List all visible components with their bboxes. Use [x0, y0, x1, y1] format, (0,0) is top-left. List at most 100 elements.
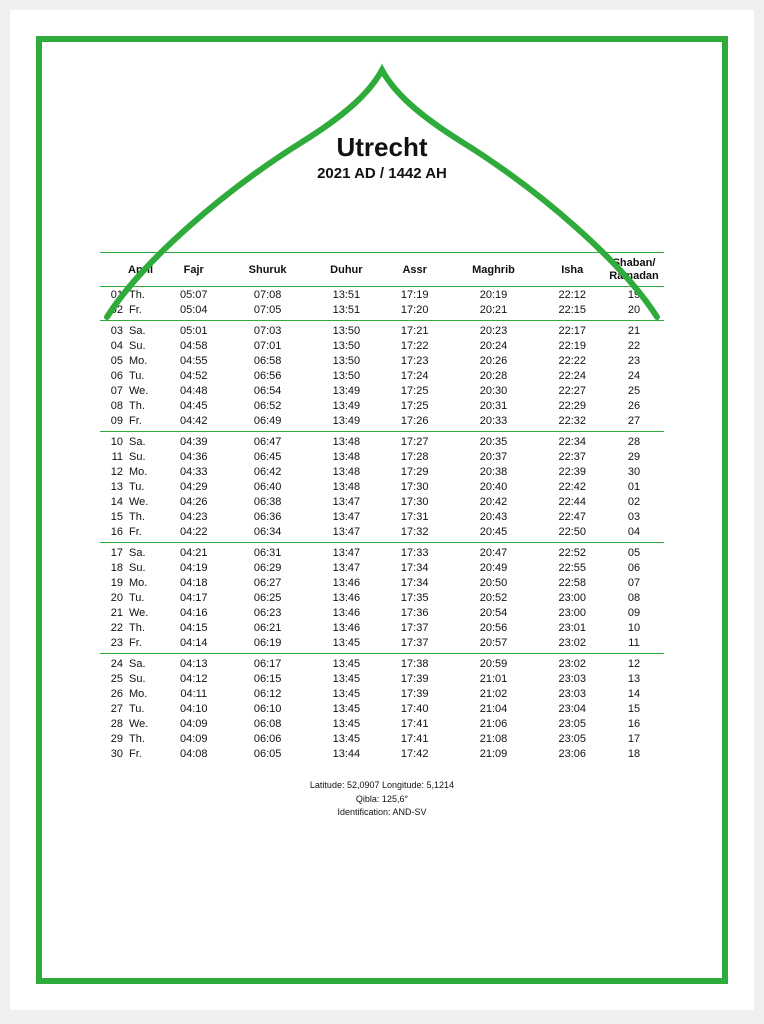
table-cell: 22:50 — [541, 524, 604, 542]
table-cell: 06:12 — [225, 686, 309, 701]
table-cell: 20:40 — [446, 479, 540, 494]
table-cell: 22:37 — [541, 449, 604, 464]
table-row: 13Tu.04:2906:4013:4817:3020:4022:4201 — [100, 479, 664, 494]
table-cell: 19 — [604, 287, 664, 303]
table-cell: 22:22 — [541, 353, 604, 368]
table-cell: 06:21 — [225, 620, 309, 635]
table-cell: 02 — [100, 302, 126, 320]
table-cell: Sa. — [126, 542, 162, 560]
table-cell: 18 — [100, 560, 126, 575]
table-cell: 21:04 — [446, 701, 540, 716]
table-cell: 15 — [100, 509, 126, 524]
footer: Latitude: 52,0907 Longitude: 5,1214 Qibl… — [82, 779, 682, 820]
table-cell: 13:46 — [310, 590, 383, 605]
table-cell: 04:55 — [162, 353, 225, 368]
table-cell: 04:13 — [162, 653, 225, 671]
table-cell: 23:05 — [541, 731, 604, 746]
table-cell: 09 — [100, 413, 126, 431]
table-cell: Fr. — [126, 413, 162, 431]
table-cell: 20:56 — [446, 620, 540, 635]
document-page: Utrecht 2021 AD / 1442 AH April Fajr Shu… — [10, 10, 754, 1010]
table-cell: 17:32 — [383, 524, 446, 542]
table-cell: Mo. — [126, 353, 162, 368]
table-cell: Tu. — [126, 368, 162, 383]
table-cell: 05 — [100, 353, 126, 368]
table-cell: 23:02 — [541, 653, 604, 671]
table-cell: 24 — [604, 368, 664, 383]
table-cell: 13:45 — [310, 635, 383, 653]
table-cell: 04:22 — [162, 524, 225, 542]
table-cell: 05:04 — [162, 302, 225, 320]
table-cell: 21 — [100, 605, 126, 620]
table-cell: 06:34 — [225, 524, 309, 542]
table-cell: 20:47 — [446, 542, 540, 560]
table-cell: 07:03 — [225, 320, 309, 338]
table-cell: 17:28 — [383, 449, 446, 464]
table-cell: 05 — [604, 542, 664, 560]
table-cell: 10 — [604, 620, 664, 635]
table-cell: 07 — [604, 575, 664, 590]
table-cell: 04:11 — [162, 686, 225, 701]
table-cell: 13:49 — [310, 383, 383, 398]
table-cell: 17:24 — [383, 368, 446, 383]
table-cell: 13:47 — [310, 560, 383, 575]
table-cell: 06:45 — [225, 449, 309, 464]
table-cell: Tu. — [126, 701, 162, 716]
table-header: April Fajr Shuruk Duhur Assr Maghrib Ish… — [100, 253, 664, 287]
table-cell: 22:32 — [541, 413, 604, 431]
table-cell: 13:47 — [310, 494, 383, 509]
table-cell: 17:38 — [383, 653, 446, 671]
table-cell: 17 — [100, 542, 126, 560]
col-hijri: Shaban/Ramadan — [604, 253, 664, 287]
table-cell: 04:16 — [162, 605, 225, 620]
table-cell: Mo. — [126, 464, 162, 479]
table-cell: 21 — [604, 320, 664, 338]
table-cell: 04:52 — [162, 368, 225, 383]
table-cell: 20:21 — [446, 302, 540, 320]
table-cell: 17:33 — [383, 542, 446, 560]
table-cell: 17:40 — [383, 701, 446, 716]
table-cell: 22:19 — [541, 338, 604, 353]
table-cell: 04:14 — [162, 635, 225, 653]
table-cell: 04:17 — [162, 590, 225, 605]
table-cell: 17:37 — [383, 635, 446, 653]
table-cell: 13:48 — [310, 431, 383, 449]
table-cell: 22:58 — [541, 575, 604, 590]
table-row: 28We.04:0906:0813:4517:4121:0623:0516 — [100, 716, 664, 731]
table-cell: 06:27 — [225, 575, 309, 590]
table-row: 24Sa.04:1306:1713:4517:3820:5923:0212 — [100, 653, 664, 671]
table-row: 21We.04:1606:2313:4617:3620:5423:0009 — [100, 605, 664, 620]
table-cell: 04:39 — [162, 431, 225, 449]
table-cell: 16 — [604, 716, 664, 731]
table-cell: 23:03 — [541, 671, 604, 686]
table-cell: 20:37 — [446, 449, 540, 464]
table-cell: 23:01 — [541, 620, 604, 635]
table-cell: 22 — [100, 620, 126, 635]
table-cell: 23:02 — [541, 635, 604, 653]
table-cell: 17:22 — [383, 338, 446, 353]
table-cell: 21:06 — [446, 716, 540, 731]
table-cell: 06:17 — [225, 653, 309, 671]
table-cell: 06:42 — [225, 464, 309, 479]
table-cell: We. — [126, 494, 162, 509]
table-cell: 04:12 — [162, 671, 225, 686]
table-cell: Fr. — [126, 302, 162, 320]
table-cell: 08 — [100, 398, 126, 413]
table-cell: 13:49 — [310, 398, 383, 413]
table-cell: 03 — [604, 509, 664, 524]
table-cell: 11 — [100, 449, 126, 464]
table-cell: 13:46 — [310, 620, 383, 635]
table-cell: 13 — [100, 479, 126, 494]
table-cell: We. — [126, 383, 162, 398]
table-cell: 06:58 — [225, 353, 309, 368]
table-cell: 28 — [604, 431, 664, 449]
table-cell: 21:02 — [446, 686, 540, 701]
table-row: 25Su.04:1206:1513:4517:3921:0123:0313 — [100, 671, 664, 686]
table-row: 19Mo.04:1806:2713:4617:3420:5022:5807 — [100, 575, 664, 590]
table-cell: 17:42 — [383, 746, 446, 761]
table-cell: 17 — [604, 731, 664, 746]
table-cell: 04 — [604, 524, 664, 542]
table-cell: 13:50 — [310, 353, 383, 368]
table-cell: 22:47 — [541, 509, 604, 524]
table-cell: 17:29 — [383, 464, 446, 479]
